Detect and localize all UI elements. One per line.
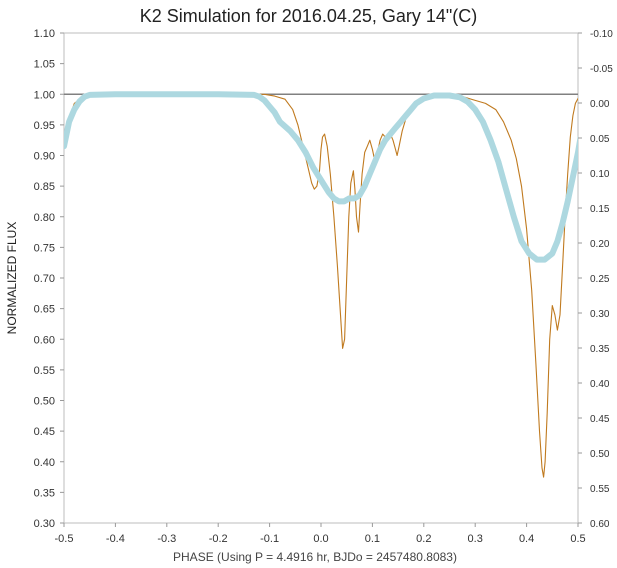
x-tick-label: 0.5	[570, 533, 585, 545]
x-axis-title: PHASE (Using P = 4.4916 hr, BJDo = 24574…	[173, 550, 457, 564]
y2-tick-label: 0.30	[590, 309, 610, 320]
y-tick-label: 0.70	[34, 273, 55, 285]
y2-tick-label: 0.10	[590, 169, 610, 180]
y-tick-label: 1.05	[34, 59, 55, 71]
x-tick-label: 0.1	[365, 533, 380, 545]
x-tick-label: 0.4	[519, 533, 534, 545]
y2-tick-label: 0.40	[590, 379, 610, 390]
plot-area-border	[63, 32, 579, 524]
y2-tick-label: 0.60	[590, 519, 610, 530]
y-tick-label: 0.60	[34, 334, 55, 346]
observed-lightcurve-series	[64, 93, 578, 478]
y2-tick-label: 0.20	[590, 239, 610, 250]
x-tick-label: 0.2	[416, 533, 431, 545]
x-tick-label: -0.3	[157, 533, 176, 545]
x-tick-label: 0.0	[313, 533, 328, 545]
y-tick-label: 0.35	[34, 487, 55, 499]
y2-tick-label: 0.55	[590, 484, 610, 495]
y-tick-label: 1.00	[34, 89, 55, 101]
y2-tick-label: 0.00	[590, 99, 610, 110]
y2-tick-label: 0.35	[590, 344, 610, 355]
y2-tick-label: 0.45	[590, 414, 610, 425]
y-tick-label: 0.65	[34, 304, 55, 316]
chart-title: K2 Simulation for 2016.04.25, Gary 14"(C…	[139, 6, 478, 26]
x-tick-label: -0.2	[209, 533, 228, 545]
y-tick-label: 0.45	[34, 426, 55, 438]
x-tick-label: -0.1	[260, 533, 279, 545]
y-tick-label: 0.55	[34, 365, 55, 377]
y2-tick-label: -0.10	[590, 29, 613, 40]
y-tick-label: 0.30	[34, 518, 55, 530]
y2-tick-label: -0.05	[590, 64, 613, 75]
y2-tick-label: 0.15	[590, 204, 610, 215]
y2-tick-label: 0.50	[590, 449, 610, 460]
x-tick-label: -0.4	[106, 533, 125, 545]
y-tick-label: 0.50	[34, 396, 55, 408]
y2-tick-label: 0.25	[590, 274, 610, 285]
y-tick-label: 0.40	[34, 457, 55, 469]
y2-tick-label: 0.05	[590, 134, 610, 145]
model-lightcurve-series	[64, 91, 578, 263]
y-tick-label: 0.90	[34, 151, 55, 163]
y-tick-label: 0.95	[34, 120, 55, 132]
x-tick-label: -0.5	[55, 533, 74, 545]
x-tick-label: 0.3	[468, 533, 483, 545]
y-tick-label: 1.10	[34, 28, 55, 40]
y-tick-label: 0.85	[34, 181, 55, 193]
y-tick-label: 0.75	[34, 242, 55, 254]
y-tick-label: 0.80	[34, 212, 55, 224]
y-axis-title: NORMALIZED FLUX	[5, 222, 19, 335]
